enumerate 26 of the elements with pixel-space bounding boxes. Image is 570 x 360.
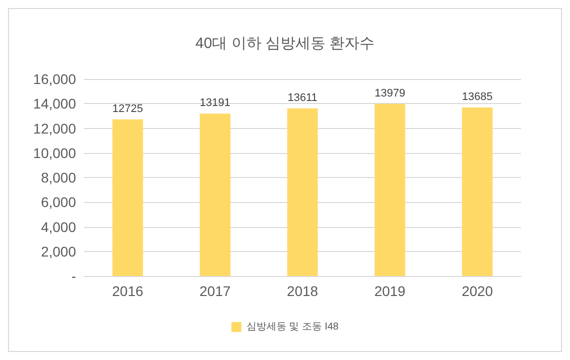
x-tick-label: 2016 [112, 283, 144, 299]
y-tick-label: 4,000 [40, 218, 76, 235]
x-tick-label: 2020 [462, 283, 494, 299]
x-tick-label: 2019 [374, 283, 406, 299]
bar [200, 114, 230, 276]
data-label: 13685 [462, 91, 493, 104]
y-tick-label: 12,000 [33, 120, 76, 136]
data-label: 12725 [112, 102, 143, 115]
y-tick-label: 2,000 [40, 243, 76, 260]
chart-title: 40대 이하 심방세동 환자수 [195, 35, 375, 52]
y-tick-label: 6,000 [40, 194, 76, 210]
bar [462, 108, 493, 276]
legend-label: 심방세동 및 조동 I48 [246, 322, 340, 332]
y-tick-label: 10,000 [33, 144, 76, 161]
y-tick-label: - [71, 268, 76, 284]
bar [374, 104, 406, 276]
data-label: 13191 [200, 97, 230, 110]
y-tick-label: 16,000 [33, 71, 76, 87]
y-tick-label: 14,000 [33, 96, 76, 112]
x-tick-label: 2018 [286, 283, 318, 299]
bar [112, 119, 143, 276]
x-tick-label: 2017 [200, 283, 231, 299]
data-label: 13611 [288, 92, 318, 104]
bar [287, 108, 318, 276]
y-tick-label: 8,000 [40, 170, 76, 186]
data-label: 13979 [374, 87, 406, 100]
